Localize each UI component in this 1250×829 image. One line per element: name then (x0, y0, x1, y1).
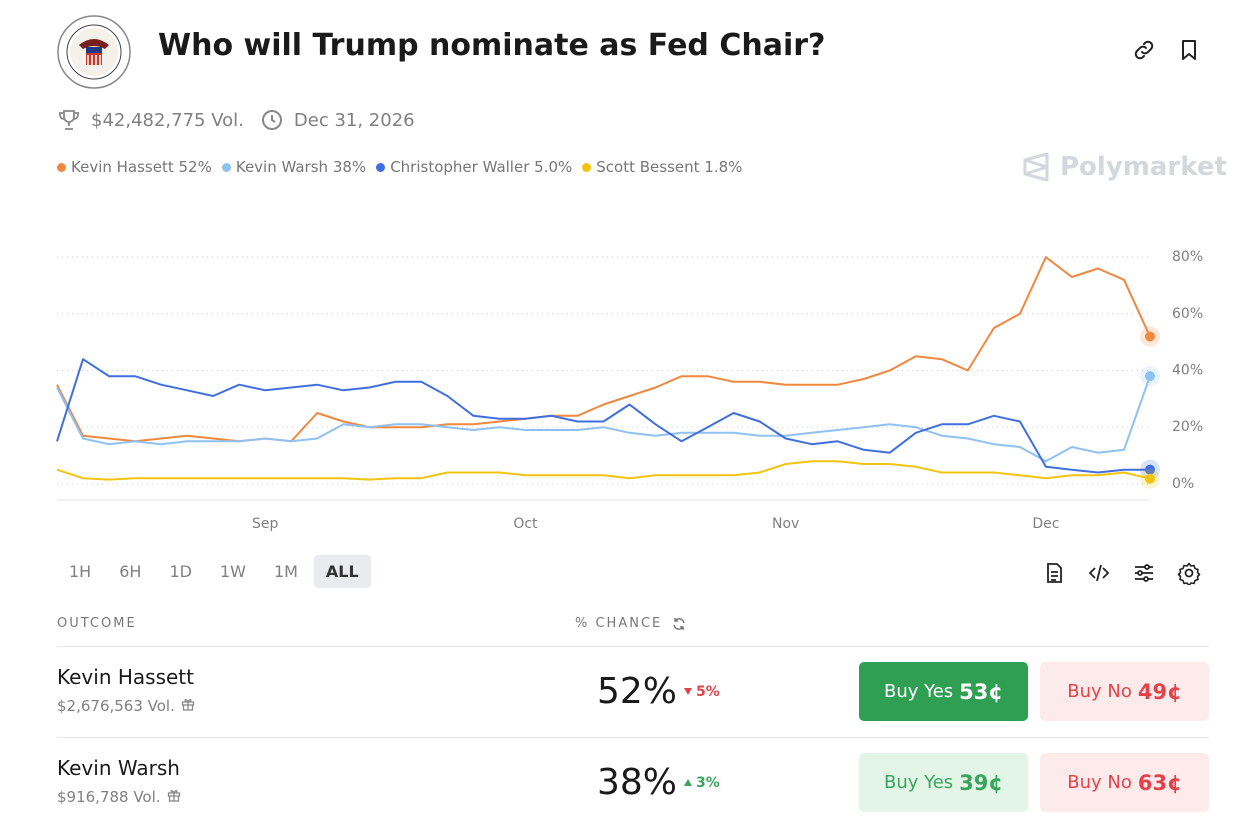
buy-no-label: Buy No (1067, 681, 1132, 702)
gift-glyph (181, 699, 195, 711)
legend-value: 38% (332, 158, 367, 176)
no-price: 49¢ (1137, 679, 1182, 704)
y-tick-label: 80% (1172, 249, 1203, 265)
gift-icon[interactable] (181, 697, 195, 715)
market-logo (57, 15, 131, 89)
change-arrow (683, 775, 693, 791)
buy-yes-button[interactable]: Buy Yes 39¢ (859, 753, 1028, 812)
time-range-button[interactable]: 1W (219, 562, 246, 581)
yes-price: 53¢ (959, 679, 1004, 704)
outcome-row: Kevin Warsh $916,788 Vol. 38% 3% Buy Yes 39¢ B… (57, 737, 1209, 829)
outcome-chance: 52% (597, 671, 678, 712)
chart-tools (1042, 561, 1201, 585)
time-range-button[interactable]: 6H (119, 562, 142, 581)
y-tick-label: 40% (1172, 363, 1203, 379)
change-wrap: 3% (683, 775, 720, 791)
series-line (56, 358, 1150, 474)
legend-value: 1.8% (704, 158, 743, 176)
change-arrow (683, 684, 693, 700)
legend-name: Christopher Waller (390, 158, 530, 176)
outcome-header: OUTCOME (57, 616, 137, 631)
legend-swatch (57, 163, 66, 172)
gift-icon[interactable] (167, 788, 181, 806)
refresh-icon[interactable] (672, 617, 686, 631)
change-wrap: 5% (683, 684, 720, 700)
buy-no-label: Buy No (1067, 772, 1132, 793)
buy-no-button[interactable]: Buy No 49¢ (1040, 662, 1209, 721)
legend: Kevin Hassett 52% Kevin Warsh 38% Christop… (57, 158, 742, 176)
endpoint-dot (1145, 464, 1155, 475)
buy-yes-button[interactable]: Buy Yes 53¢ (859, 662, 1028, 721)
y-tick-label: 20% (1172, 419, 1203, 435)
legend-name: Kevin Warsh (235, 158, 329, 176)
no-price: 63¢ (1137, 770, 1182, 795)
time-range-button[interactable]: 1H (69, 562, 92, 581)
time-range-selector: 1H 6H 1D 1W 1M ALL (57, 555, 371, 588)
legend-item: Kevin Hassett 52% (57, 158, 212, 176)
outcome-name: Kevin Hassett (57, 665, 194, 689)
embed-icon[interactable] (1087, 561, 1111, 585)
chart: 0% 20% 40% 60% 80% Sep Oct Nov Dec (56, 249, 1203, 532)
legend-swatch (376, 163, 386, 172)
time-range-button[interactable]: 1D (169, 562, 192, 581)
legend-name: Scott Bessent (596, 158, 700, 176)
gift-glyph (167, 790, 180, 802)
y-tick-label: 60% (1172, 306, 1203, 322)
outcome-volume: $2,676,563 Vol. (57, 697, 175, 715)
change-value: 3% (696, 775, 720, 791)
rules-icon[interactable] (1042, 561, 1066, 585)
legend-swatch (221, 163, 231, 172)
series-line (56, 460, 1151, 481)
bookmark-icon[interactable] (1178, 38, 1200, 62)
outcome-row: Kevin Hassett $2,676,563 Vol. 52% 5% Buy Yes… (57, 646, 1209, 738)
legend-item: Christopher Waller 5.0% (376, 158, 572, 176)
legend-value: 52% (178, 158, 212, 176)
watermark-text: Polymarket (1060, 152, 1227, 182)
endpoint-dot (1145, 371, 1155, 382)
legend-name: Kevin Hassett (71, 158, 174, 176)
copy-link-icon[interactable] (1132, 38, 1156, 62)
page-title: Who will Trump nominate as Fed Chair? (158, 28, 826, 63)
outcome-volume-wrap: $2,676,563 Vol. (57, 697, 195, 715)
x-tick-label: Oct (513, 516, 538, 532)
buy-yes-label: Buy Yes (883, 772, 954, 793)
end-date: Dec 31, 2026 (293, 109, 415, 131)
outcome-volume-wrap: $916,788 Vol. (57, 788, 181, 806)
filter-icon[interactable] (1132, 561, 1156, 585)
chance-header-wrap: % CHANCE (575, 616, 686, 631)
yes-price: 39¢ (959, 770, 1004, 795)
buy-no-button[interactable]: Buy No 63¢ (1040, 753, 1209, 812)
buy-yes-label: Buy Yes (883, 681, 954, 702)
watermark: Polymarket (1022, 152, 1227, 182)
x-tick-label: Sep (252, 516, 279, 532)
time-range-button[interactable]: ALL (313, 555, 371, 588)
change-arrow-glyph (684, 779, 692, 786)
settings-icon[interactable] (1177, 561, 1201, 585)
watermark-logo (1023, 152, 1049, 182)
legend-swatch (582, 163, 592, 172)
change-value: 5% (696, 684, 720, 700)
outcome-name: Kevin Warsh (57, 756, 180, 780)
trophy-icon (59, 110, 79, 130)
clock-icon (261, 110, 282, 130)
outcome-chance: 38% (597, 762, 678, 803)
x-tick-label: Nov (772, 516, 799, 532)
chance-header: % CHANCE (575, 616, 663, 631)
outcome-volume: $916,788 Vol. (57, 788, 161, 806)
endpoint-dot (1145, 331, 1155, 342)
series-line (56, 256, 1151, 443)
change-arrow-glyph (684, 688, 692, 695)
legend-item: Kevin Warsh 38% (221, 158, 367, 176)
legend-item: Scott Bessent 1.8% (582, 158, 742, 176)
time-range-button[interactable]: 1M (273, 562, 298, 581)
market-meta: $42,482,775 Vol. Dec 31, 2026 (57, 108, 415, 132)
x-tick-label: Dec (1032, 516, 1059, 532)
series-line (56, 375, 1151, 463)
legend-value: 5.0% (534, 158, 573, 176)
endpoint-dot (1145, 473, 1155, 484)
market-volume: $42,482,775 Vol. (91, 109, 244, 131)
y-tick-label: 0% (1172, 476, 1194, 492)
